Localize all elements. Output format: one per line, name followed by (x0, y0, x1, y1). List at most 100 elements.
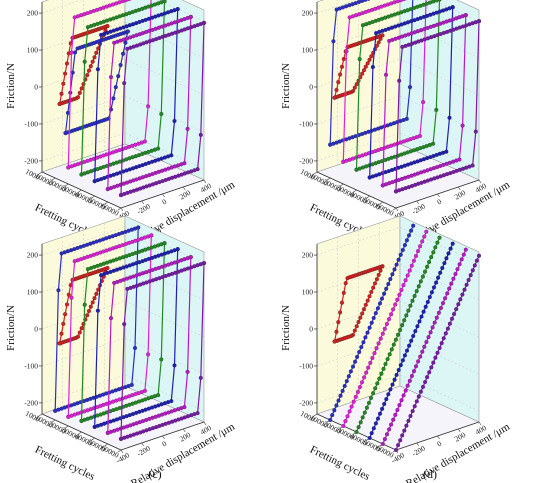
data-point (406, 233, 412, 238)
data-point (92, 296, 97, 301)
data-point (341, 56, 346, 62)
data-point (364, 405, 369, 410)
data-point (92, 179, 97, 184)
data-point (53, 408, 58, 413)
chart-svg: -200-10001002001000100002000030000400005… (280, 215, 512, 483)
data-point (476, 253, 482, 258)
data-point (363, 335, 368, 340)
data-point (449, 281, 454, 286)
series-10000 (53, 225, 141, 413)
cycle-tick (52, 177, 56, 181)
data-point (462, 287, 467, 292)
data-point (79, 326, 84, 331)
grid-line (41, 132, 205, 170)
data-point (334, 329, 339, 334)
data-point (384, 321, 389, 327)
cycle-tick (65, 425, 69, 429)
grid-line (316, 58, 480, 96)
data-point (376, 272, 381, 277)
grid-line (316, 21, 480, 59)
grid-line (316, 374, 480, 412)
data-point (400, 323, 405, 328)
data-point (382, 401, 387, 407)
data-point (395, 332, 401, 337)
data-point (386, 392, 391, 397)
data-point (400, 358, 405, 363)
data-point (108, 75, 114, 80)
data-point (380, 406, 385, 411)
data-point (380, 33, 385, 38)
data-point (431, 250, 436, 255)
data-point (435, 350, 440, 355)
data-point (425, 264, 430, 269)
data-point (438, 270, 443, 275)
cycle-tick (104, 443, 108, 447)
data-point (389, 422, 394, 427)
series-20000 (341, 229, 429, 429)
displacement-tick (162, 193, 165, 198)
cycle-tick (91, 195, 95, 199)
data-point (455, 267, 460, 272)
data-point (328, 142, 333, 147)
data-point (352, 328, 357, 333)
data-point (367, 435, 372, 441)
data-point (394, 262, 399, 267)
friction-tick-label: 0 (34, 325, 38, 334)
data-point (445, 291, 450, 296)
data-point (371, 426, 376, 431)
data-point (449, 316, 455, 321)
data-point (447, 321, 452, 326)
data-point (88, 64, 93, 69)
data-point (354, 324, 359, 329)
displacement-tick (120, 449, 124, 454)
series-50000 (105, 255, 193, 435)
data-point (413, 364, 419, 369)
data-point (380, 183, 385, 188)
data-point (384, 286, 389, 291)
data-point (373, 386, 378, 391)
data-point (361, 340, 366, 345)
data-point (397, 403, 402, 408)
data-point (370, 64, 375, 70)
data-point (411, 223, 416, 228)
data-point (373, 421, 378, 426)
data-point (392, 377, 397, 382)
data-point (374, 277, 379, 282)
data-point (420, 239, 425, 244)
displacement-tick (416, 442, 419, 447)
panel-label: (c) (148, 467, 161, 481)
data-point (159, 357, 164, 362)
grid-line (41, 21, 205, 59)
data-point (407, 343, 412, 348)
data-point (406, 308, 411, 313)
data-point (343, 281, 348, 286)
data-point (340, 388, 345, 393)
data-point (450, 5, 455, 10)
series-40000 (367, 241, 455, 441)
data-point (365, 298, 370, 303)
data-point (402, 318, 407, 323)
data-point (429, 255, 434, 260)
displacement-tick (183, 428, 186, 433)
data-point (438, 305, 443, 311)
data-point (336, 398, 341, 403)
series-30000 (354, 0, 442, 172)
data-point (396, 367, 401, 373)
cycle-tick (353, 189, 357, 193)
series-50000 (380, 13, 468, 188)
data-point (390, 382, 395, 387)
data-point (382, 291, 387, 296)
data-point (56, 288, 61, 293)
data-point (118, 193, 124, 198)
data-point (404, 238, 409, 243)
data-point (422, 269, 428, 274)
data-point (57, 341, 62, 346)
data-point (391, 342, 396, 347)
data-point (381, 366, 386, 371)
data-point (332, 408, 337, 413)
grid-line (316, 300, 480, 338)
displacement-tick (183, 186, 186, 191)
data-point (401, 283, 406, 288)
data-point (149, 233, 154, 238)
cycle-tick (52, 419, 56, 423)
